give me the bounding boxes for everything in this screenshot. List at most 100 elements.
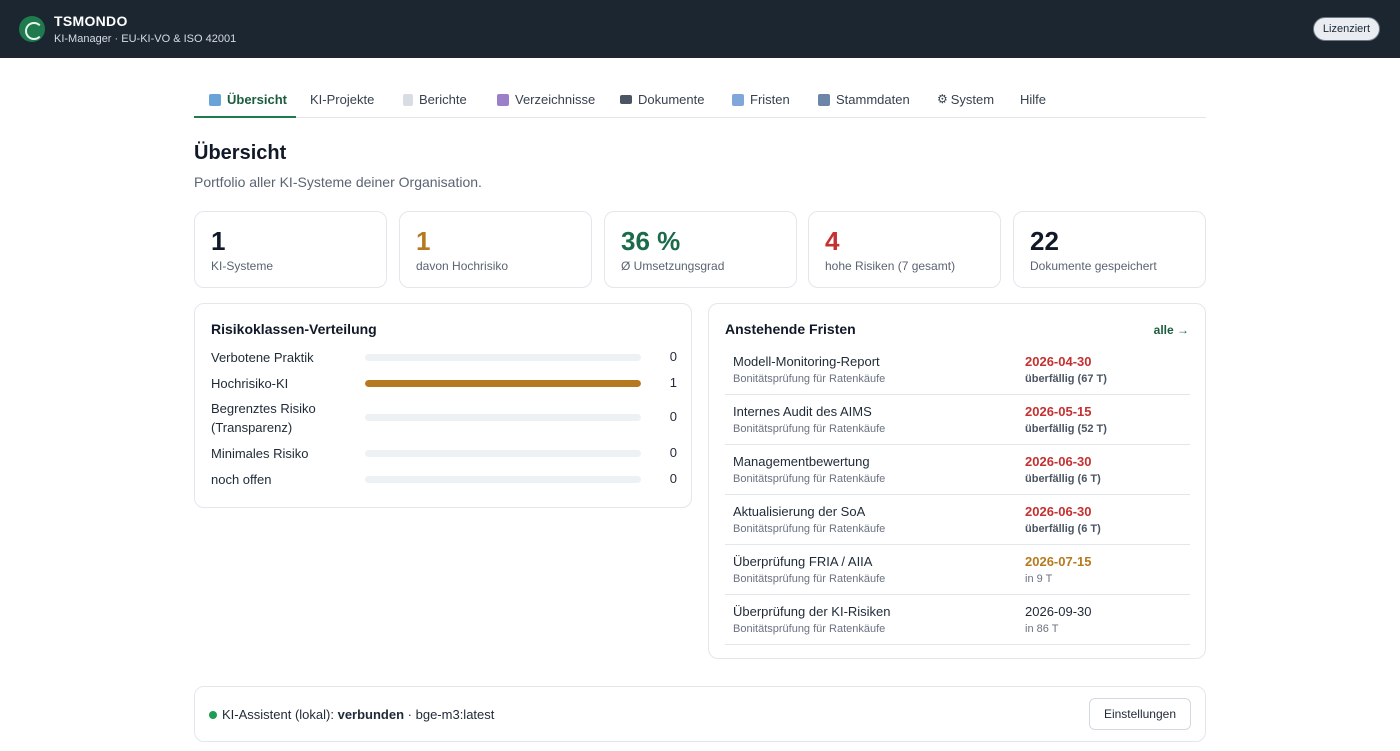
assistant-state: verbunden: [337, 707, 405, 722]
tab-fristen[interactable]: Fristen: [732, 84, 790, 118]
tab-label: Verzeichnisse: [515, 92, 596, 107]
deadline-name: Modell-Monitoring-Report: [733, 354, 880, 369]
stat-value: 1: [416, 226, 431, 256]
deadline-date: 2026-09-30: [1025, 604, 1092, 619]
deadline-date: 2026-04-30: [1025, 354, 1092, 369]
deadline-project: Bonitätsprüfung für Ratenkäufe: [733, 623, 886, 635]
tab-label: Hilfe: [1020, 92, 1047, 107]
main-content: Übersicht KI-Projekte Berichte Verzeichn…: [0, 58, 1400, 751]
deadline-row[interactable]: Managementbewertung Bonitätsprüfung für …: [725, 445, 1190, 495]
deadline-name: Überprüfung FRIA / AIIA: [733, 554, 873, 569]
risk-distribution-card: Risikoklassen-Verteilung Verbotene Prakt…: [194, 303, 692, 508]
distribution-row: noch offen 0: [211, 470, 677, 492]
distribution-row: Minimales Risiko 0: [211, 444, 677, 466]
deadline-status: in 86 T: [1025, 623, 1059, 635]
tab-label: KI-Projekte: [310, 92, 375, 107]
assistant-status-text: KI-Assistent (lokal): verbunden · bge-m3…: [222, 707, 494, 722]
deadline-project: Bonitätsprüfung für Ratenkäufe: [733, 423, 886, 435]
distribution-label: Minimales Risiko: [211, 446, 309, 461]
brand-subtitle: KI-Manager · EU-KI-VO & ISO 42001: [54, 33, 237, 45]
stat-label: hohe Risiken (7 gesamt): [825, 259, 956, 273]
distribution-label: Hochrisiko-KI: [211, 376, 289, 391]
document-icon: [403, 94, 413, 106]
tab-dokumente[interactable]: Dokumente: [620, 84, 704, 118]
deadline-status: überfällig (52 T): [1025, 423, 1107, 435]
assistant-model: · bge-m3:latest: [404, 707, 495, 722]
deadline-name: Internes Audit des AIMS: [733, 404, 872, 419]
deadline-status: in 9 T: [1025, 573, 1053, 585]
stat-value: 1: [211, 226, 226, 256]
distribution-bar-track: [365, 414, 641, 421]
distribution-count: 0: [669, 445, 677, 460]
distribution-label: Begrenztes Risiko (Transparenz): [211, 401, 316, 435]
deadline-status: überfällig (6 T): [1025, 523, 1101, 535]
deadline-row[interactable]: Modell-Monitoring-Report Bonitätsprüfung…: [725, 345, 1190, 395]
tab-label: System: [950, 92, 995, 107]
distribution-row: Hochrisiko-KI 1: [211, 374, 677, 396]
calendar-icon: [732, 94, 744, 106]
license-badge-button[interactable]: Lizenziert: [1312, 17, 1380, 41]
stat-card-umsetzungsgrad: 36 % Ø Umsetzungsgrad: [604, 211, 797, 288]
stat-value: 22: [1030, 226, 1059, 256]
building-icon: [818, 94, 830, 106]
deadline-row[interactable]: Internes Audit des AIMS Bonitätsprüfung …: [725, 395, 1190, 445]
deadlines-card: Anstehende Fristen alle → Modell-Monitor…: [708, 303, 1206, 659]
distribution-bar-track: [365, 380, 641, 387]
distribution-bar-track: [365, 476, 641, 483]
tab-label: Fristen: [750, 92, 790, 107]
all-deadlines-link[interactable]: alle →: [1153, 323, 1189, 337]
tab-hilfe[interactable]: Hilfe: [1020, 84, 1046, 118]
stat-label: Ø Umsetzungsgrad: [621, 259, 725, 273]
tab-ki-projekte[interactable]: KI-Projekte: [310, 84, 374, 118]
distribution-count: 0: [669, 409, 677, 424]
distribution-bar-track: [365, 354, 641, 361]
tab-label: Stammdaten: [836, 92, 910, 107]
distribution-bar-track: [365, 450, 641, 457]
distribution-count: 0: [669, 349, 677, 364]
stat-card-dokumente: 22 Dokumente gespeichert: [1013, 211, 1206, 288]
deadline-project: Bonitätsprüfung für Ratenkäufe: [733, 373, 886, 385]
brand-name: TSMONDO: [54, 13, 128, 29]
tab-berichte[interactable]: Berichte: [403, 84, 467, 118]
distribution-row: Verbotene Praktik 0: [211, 348, 677, 370]
deadline-project: Bonitätsprüfung für Ratenkäufe: [733, 523, 886, 535]
card-title: Risikoklassen-Verteilung: [211, 321, 377, 337]
tab-uebersicht[interactable]: Übersicht: [194, 84, 296, 118]
page-subtitle: Portfolio aller KI-Systeme deiner Organi…: [194, 174, 482, 190]
deadline-project: Bonitätsprüfung für Ratenkäufe: [733, 573, 886, 585]
deadline-date: 2026-07-15: [1025, 554, 1092, 569]
deadline-status: überfällig (67 T): [1025, 373, 1107, 385]
stat-card-hohe-risiken: 4 hohe Risiken (7 gesamt): [808, 211, 1001, 288]
logo-icon: [19, 16, 45, 42]
deadline-row[interactable]: Überprüfung der KI-Risiken Bonitätsprüfu…: [725, 595, 1190, 645]
tab-system[interactable]: ⚙ System: [937, 84, 994, 118]
deadline-name: Überprüfung der KI-Risiken: [733, 604, 891, 619]
stat-value: 36 %: [621, 226, 681, 256]
stat-label: Dokumente gespeichert: [1030, 259, 1157, 273]
deadline-date: 2026-05-15: [1025, 404, 1092, 419]
distribution-count: 1: [669, 375, 677, 390]
status-dot-icon: [209, 711, 217, 719]
tab-label: Dokumente: [638, 92, 705, 107]
stat-card-ki-systeme: 1 KI-Systeme: [194, 211, 387, 288]
distribution-label: noch offen: [211, 472, 272, 487]
distribution-bar-fill: [365, 380, 641, 387]
deadline-date: 2026-06-30: [1025, 454, 1092, 469]
distribution-count: 0: [669, 471, 677, 486]
assistant-prefix: KI-Assistent (lokal):: [222, 707, 338, 722]
top-bar: TSMONDO KI-Manager · EU-KI-VO & ISO 4200…: [0, 0, 1400, 58]
deadline-date: 2026-06-30: [1025, 504, 1092, 519]
distribution-label: Verbotene Praktik: [211, 350, 314, 365]
deadline-status: überfällig (6 T): [1025, 473, 1101, 485]
settings-button[interactable]: Einstellungen: [1088, 698, 1191, 730]
gear-icon: ⚙: [937, 92, 948, 106]
tab-verzeichnisse[interactable]: Verzeichnisse: [497, 84, 595, 118]
assistant-status-bar: KI-Assistent (lokal): verbunden · bge-m3…: [194, 686, 1206, 742]
deadline-row[interactable]: Aktualisierung der SoA Bonitätsprüfung f…: [725, 495, 1190, 545]
tab-label: Berichte: [419, 92, 467, 107]
deadline-name: Managementbewertung: [733, 454, 870, 469]
tab-stammdaten[interactable]: Stammdaten: [818, 84, 910, 118]
deadline-row[interactable]: Überprüfung FRIA / AIIA Bonitätsprüfung …: [725, 545, 1190, 595]
distribution-row: Begrenztes Risiko (Transparenz) 0: [211, 399, 677, 439]
stat-label: davon Hochrisiko: [416, 259, 509, 273]
